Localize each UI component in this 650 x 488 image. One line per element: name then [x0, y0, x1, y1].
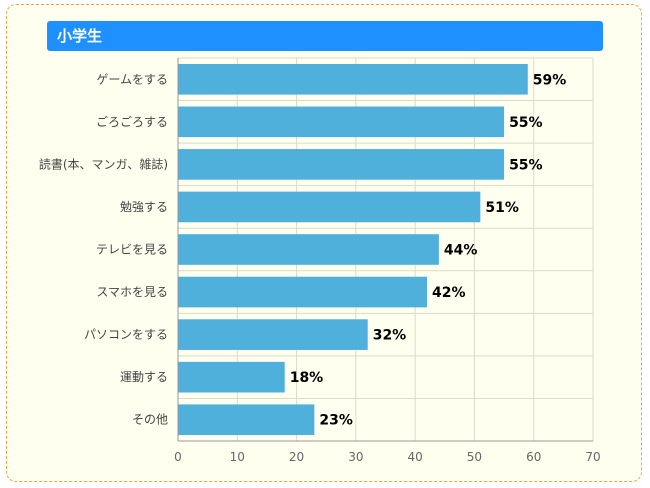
x-tick-label: 40 [408, 450, 423, 464]
category-label: 勉強する [120, 200, 168, 214]
x-tick-label: 70 [585, 450, 600, 464]
x-tick-label: 30 [348, 450, 363, 464]
value-label: 55% [509, 115, 543, 131]
value-label: 18% [290, 370, 324, 386]
value-label: 32% [373, 328, 407, 344]
x-tick-label: 60 [526, 450, 541, 464]
bar [178, 319, 368, 350]
bars [178, 63, 528, 436]
category-label: ゲームをする [96, 72, 168, 86]
bar [178, 361, 285, 393]
bar [178, 149, 505, 180]
bar [178, 63, 528, 95]
category-label: その他 [132, 413, 168, 427]
bar [178, 191, 481, 223]
axes [177, 58, 593, 442]
category-label: 運動する [120, 370, 168, 384]
value-label: 59% [533, 72, 567, 88]
bar [178, 404, 315, 436]
x-tick-label: 0 [174, 450, 182, 464]
value-label: 51% [485, 200, 519, 216]
labels: 0 10 20 30 40 50 60 70 ゲームをする 59% ごろごろする 55% 読書(本、マン… [39, 72, 601, 464]
x-tick-label: 50 [467, 450, 482, 464]
x-tick-label: 10 [230, 450, 245, 464]
category-label: ごろごろする [96, 114, 168, 129]
category-label: パソコンをする [84, 328, 168, 342]
bar [178, 276, 427, 308]
value-label: 44% [444, 243, 478, 259]
category-label: スマホを見る [96, 285, 168, 299]
value-label: 23% [319, 413, 353, 429]
bar [178, 106, 505, 138]
chart-title: 小学生 [47, 21, 603, 51]
category-label: 読書(本、マンガ、雑誌) [39, 156, 168, 171]
value-label: 42% [432, 285, 466, 301]
value-label: 55% [509, 157, 543, 173]
category-label: テレビを見る [96, 243, 168, 257]
bar [178, 234, 439, 265]
x-tick-label: 20 [289, 450, 304, 464]
